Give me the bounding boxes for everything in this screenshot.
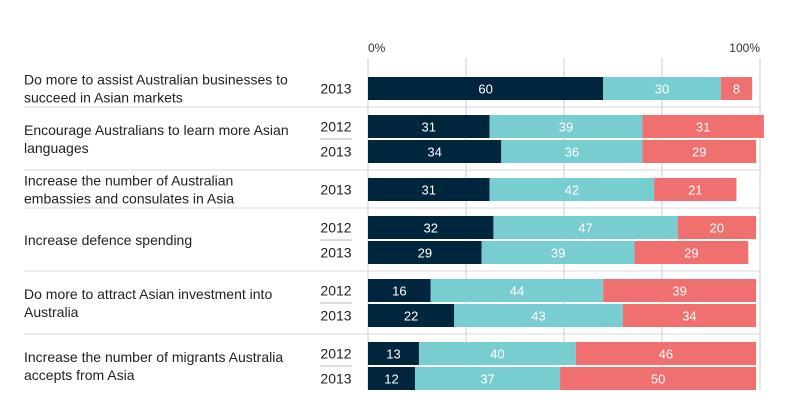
bar-segment bbox=[368, 178, 490, 201]
question-label: Australia bbox=[24, 304, 79, 320]
bar-value-label: 34 bbox=[682, 309, 696, 324]
bar-segment bbox=[642, 115, 764, 138]
bar-value-label: 29 bbox=[692, 145, 706, 160]
bar-segment bbox=[634, 241, 749, 264]
bar-segment bbox=[501, 140, 643, 163]
year-label: 2013 bbox=[320, 308, 351, 324]
year-label: 2012 bbox=[320, 220, 351, 236]
year-label: 2013 bbox=[320, 245, 351, 261]
bar-value-label: 37 bbox=[480, 372, 494, 387]
bar-segment bbox=[677, 216, 757, 239]
question-label: Encourage Australians to learn more Asia… bbox=[24, 122, 289, 138]
bar-segment bbox=[603, 279, 757, 302]
bar-value-label: 39 bbox=[551, 246, 565, 261]
bar-value-label: 50 bbox=[651, 372, 665, 387]
bar-value-label: 8 bbox=[733, 82, 740, 97]
bar-segment bbox=[368, 140, 502, 163]
bar-value-label: 22 bbox=[404, 309, 418, 324]
bar-segment bbox=[368, 342, 419, 365]
question-label: Increase defence spending bbox=[24, 232, 192, 248]
year-label: 2012 bbox=[320, 346, 351, 362]
bar-segment bbox=[560, 367, 757, 390]
question-label: Increase the number of migrants Australi… bbox=[24, 349, 283, 365]
bar-value-label: 40 bbox=[490, 347, 504, 362]
bar-value-label: 31 bbox=[422, 183, 436, 198]
bar-value-label: 30 bbox=[655, 82, 669, 97]
bar-segment bbox=[368, 367, 416, 390]
bar-segment bbox=[368, 216, 494, 239]
bar-segment bbox=[454, 304, 623, 327]
question-label: Increase the number of Australian bbox=[24, 173, 233, 189]
year-label: 2013 bbox=[320, 182, 351, 198]
bar-value-label: 31 bbox=[422, 120, 436, 135]
bar-segment bbox=[575, 342, 757, 365]
bar-segment bbox=[368, 77, 604, 100]
bar-segment bbox=[368, 115, 490, 138]
bar-segment bbox=[368, 304, 455, 327]
bar-segment bbox=[720, 77, 753, 100]
bar-value-label: 39 bbox=[559, 120, 573, 135]
bar-value-label: 42 bbox=[565, 183, 579, 198]
question-label: languages bbox=[24, 140, 89, 156]
bar-value-label: 36 bbox=[565, 145, 579, 160]
question-label: accepts from Asia bbox=[24, 367, 135, 383]
bar-value-label: 29 bbox=[684, 246, 698, 261]
bar-segment bbox=[415, 367, 561, 390]
year-label: 2012 bbox=[320, 119, 351, 135]
bar-segment bbox=[489, 115, 643, 138]
bar-segment bbox=[493, 216, 678, 239]
bar-segment bbox=[418, 342, 576, 365]
bar-value-label: 29 bbox=[418, 246, 432, 261]
question-label: Do more to assist Australian businesses … bbox=[24, 72, 288, 88]
bar-segment bbox=[430, 279, 604, 302]
axis-tick-label: 0% bbox=[368, 41, 386, 55]
bar-segment bbox=[622, 304, 757, 327]
bar-value-label: 12 bbox=[384, 372, 398, 387]
bar-value-label: 21 bbox=[688, 183, 702, 198]
bar-segment bbox=[642, 140, 757, 163]
bar-value-label: 31 bbox=[696, 120, 710, 135]
question-label: Do more to attract Asian investment into bbox=[24, 286, 272, 302]
bar-segment bbox=[489, 178, 655, 201]
bar-value-label: 16 bbox=[392, 284, 406, 299]
axis-tick-label: 100% bbox=[729, 41, 760, 55]
bar-value-label: 60 bbox=[478, 82, 492, 97]
bar-value-label: 46 bbox=[659, 347, 673, 362]
year-label: 2013 bbox=[320, 144, 351, 160]
bar-segment bbox=[654, 178, 737, 201]
bar-segment bbox=[368, 241, 482, 264]
bar-value-label: 13 bbox=[386, 347, 400, 362]
bar-value-label: 44 bbox=[510, 284, 524, 299]
bar-value-label: 39 bbox=[672, 284, 686, 299]
year-label: 2013 bbox=[320, 371, 351, 387]
bar-segment bbox=[603, 77, 721, 100]
question-label: embassies and consulates in Asia bbox=[24, 191, 234, 207]
bar-value-label: 32 bbox=[423, 221, 437, 236]
bar-value-label: 47 bbox=[578, 221, 592, 236]
bar-value-label: 43 bbox=[531, 309, 545, 324]
bar-value-label: 20 bbox=[710, 221, 724, 236]
year-label: 2013 bbox=[320, 81, 351, 97]
bar-segment bbox=[368, 279, 431, 302]
year-label: 2012 bbox=[320, 283, 351, 299]
bar-segment bbox=[481, 241, 635, 264]
bar-value-label: 34 bbox=[427, 145, 441, 160]
question-label: succeed in Asian markets bbox=[24, 90, 183, 106]
